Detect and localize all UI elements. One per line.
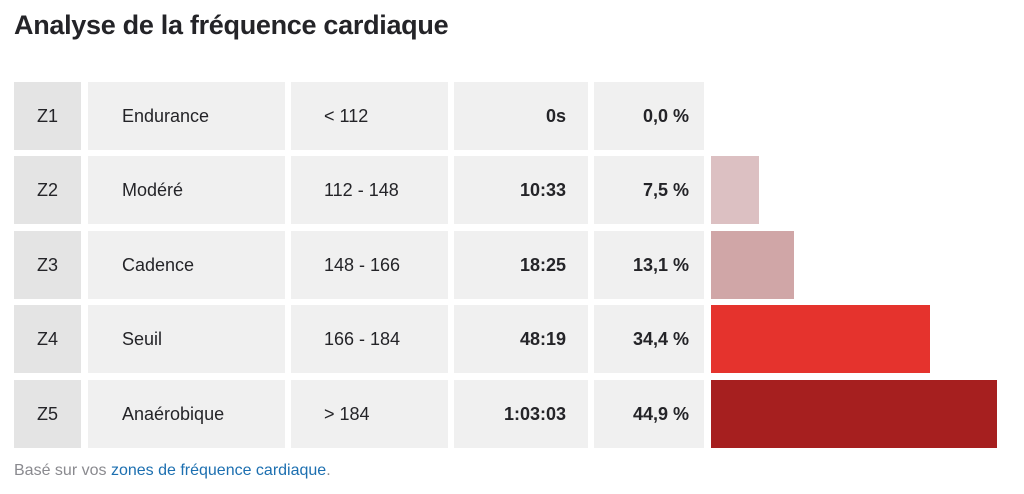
heart-rate-zones-link[interactable]: zones de fréquence cardiaque bbox=[110, 462, 327, 479]
zone-label: Z5 bbox=[14, 380, 81, 448]
zone-percent: 7,5 % bbox=[594, 156, 704, 224]
zone-bar-track bbox=[711, 82, 997, 150]
footer-suffix: . bbox=[326, 462, 331, 479]
page-title: Analyse de la fréquence cardiaque bbox=[14, 10, 449, 40]
zone-name: Seuil bbox=[88, 305, 285, 373]
zone-time: 0s bbox=[454, 82, 588, 150]
zone-bar-track bbox=[711, 231, 997, 299]
zone-label: Z1 bbox=[14, 82, 81, 150]
zone-bar-track bbox=[711, 305, 997, 373]
zone-time: 1:03:03 bbox=[454, 380, 588, 448]
zone-bpm-range: 166 - 184 bbox=[291, 305, 448, 373]
zone-time: 18:25 bbox=[454, 231, 588, 299]
zone-bar bbox=[711, 231, 795, 299]
zone-bpm-range: > 184 bbox=[291, 380, 448, 448]
zone-name: Modéré bbox=[88, 156, 285, 224]
zone-row-z5: Z5 Anaérobique > 184 1:03:03 44,9 % bbox=[14, 380, 997, 448]
zone-bpm-range: < 112 bbox=[291, 82, 448, 150]
zone-row-z2: Z2 Modéré 112 - 148 10:33 7,5 % bbox=[14, 156, 997, 224]
zone-label: Z3 bbox=[14, 231, 81, 299]
zone-bpm-range: 112 - 148 bbox=[291, 156, 448, 224]
zone-label: Z2 bbox=[14, 156, 81, 224]
zone-bar bbox=[711, 305, 931, 373]
footer-note: Basé sur vos zones de fréquence cardiaqu… bbox=[14, 462, 331, 480]
zone-time: 10:33 bbox=[454, 156, 588, 224]
zone-percent: 13,1 % bbox=[594, 231, 704, 299]
zone-name: Anaérobique bbox=[88, 380, 285, 448]
zone-bar bbox=[711, 156, 759, 224]
zone-percent: 0,0 % bbox=[594, 82, 704, 150]
zone-row-z3: Z3 Cadence 148 - 166 18:25 13,1 % bbox=[14, 231, 997, 299]
footer-prefix: Basé sur vos bbox=[14, 462, 111, 479]
zone-time: 48:19 bbox=[454, 305, 588, 373]
zone-row-z1: Z1 Endurance < 112 0s 0,0 % bbox=[14, 82, 997, 150]
zone-bar-track bbox=[711, 380, 997, 448]
zone-name: Endurance bbox=[88, 82, 285, 150]
zone-name: Cadence bbox=[88, 231, 285, 299]
zone-percent: 34,4 % bbox=[594, 305, 704, 373]
zone-bar-track bbox=[711, 156, 997, 224]
zone-bar bbox=[711, 380, 997, 448]
zone-percent: 44,9 % bbox=[594, 380, 704, 448]
zone-bpm-range: 148 - 166 bbox=[291, 231, 448, 299]
zone-row-z4: Z4 Seuil 166 - 184 48:19 34,4 % bbox=[14, 305, 997, 373]
zone-label: Z4 bbox=[14, 305, 81, 373]
